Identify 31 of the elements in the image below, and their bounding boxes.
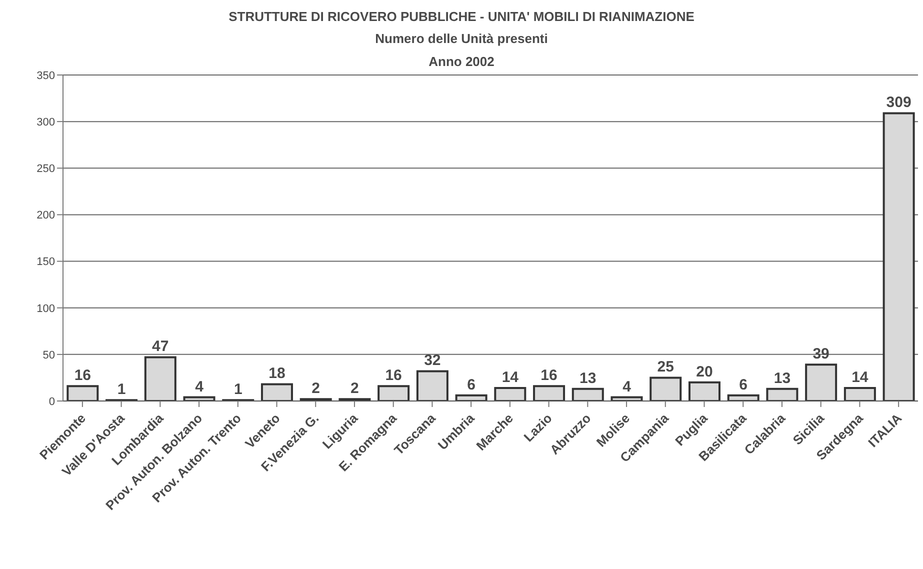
data-label: 16	[540, 367, 558, 384]
y-tick-label: 50	[42, 349, 55, 362]
data-label: 2	[312, 380, 320, 398]
y-tick-label: 200	[36, 210, 55, 222]
y-tick-label: 0	[48, 396, 55, 408]
data-label: 4	[622, 378, 632, 396]
data-label: 20	[696, 363, 713, 380]
chart-title: STRUTTURE DI RICOVERO PUBBLICHE - UNITA' MOBILI DI RIANIMAZIONE	[228, 8, 696, 26]
data-label: 14	[502, 368, 520, 386]
data-label: 13	[774, 370, 791, 387]
data-label: 16	[74, 367, 92, 384]
data-label: 309	[886, 94, 912, 112]
data-label: 2	[350, 380, 359, 398]
data-label: 16	[385, 367, 402, 384]
y-tick-label: 250	[36, 163, 55, 176]
data-label: 14	[852, 368, 869, 386]
data-label: 47	[152, 338, 169, 356]
y-tick-label: 100	[36, 302, 55, 315]
data-label: 6	[739, 376, 748, 394]
data-label: 1	[117, 381, 126, 398]
data-label: 32	[424, 352, 441, 370]
data-label: 25	[657, 358, 674, 376]
y-tick-label: 300	[36, 116, 55, 128]
data-label: 18	[268, 365, 286, 382]
data-label: 13	[580, 370, 596, 387]
data-label: 1	[234, 381, 242, 398]
y-tick-label: 150	[36, 256, 55, 268]
data-label: 6	[467, 376, 476, 394]
y-tick-label: 350	[36, 70, 55, 82]
chart-subtitle: Numero delle Unità presenti Anno 2002	[374, 30, 549, 71]
data-label: 4	[195, 378, 204, 396]
